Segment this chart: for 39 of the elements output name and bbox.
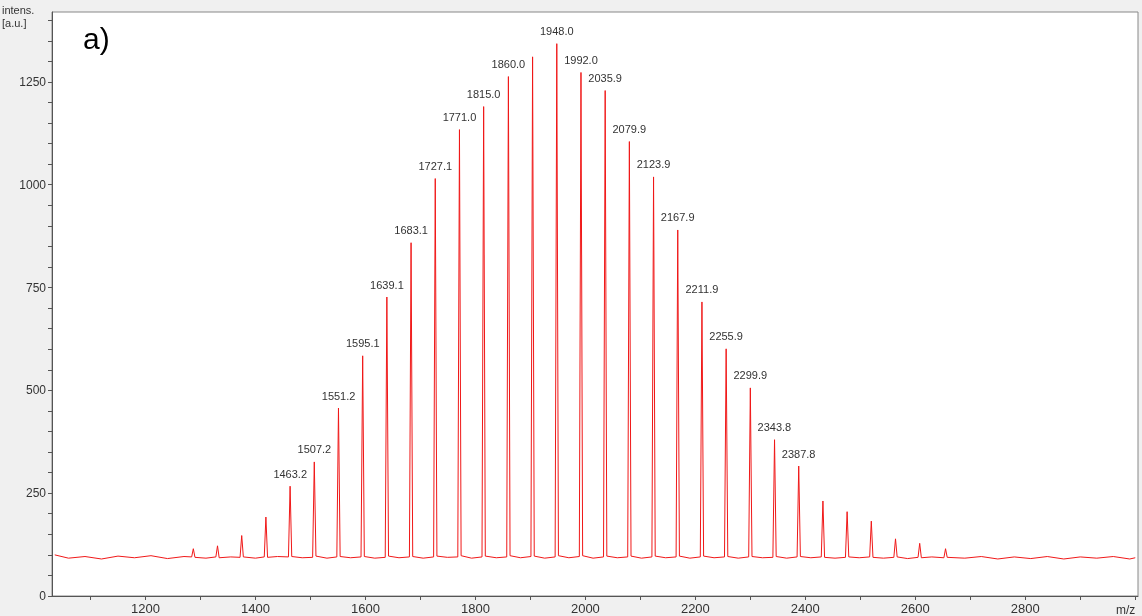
x-tick-label: 1400 [240, 601, 270, 616]
annotation: 1463.2 [273, 467, 308, 480]
annotation: 1507.2 [297, 443, 332, 456]
annotation: 2211.9 [685, 283, 719, 296]
annotation: 2299.9 [733, 369, 768, 382]
annotation: 1639.1 [370, 278, 404, 291]
y-tick-label: 1000 [19, 177, 47, 192]
annotation: 2343.8 [757, 421, 792, 434]
x-tick-label: 2400 [790, 601, 820, 616]
annotation: 2387.8 [781, 447, 816, 460]
annotation: 1683.1 [394, 224, 428, 237]
chart-title: a) [83, 21, 110, 55]
annotation: 1815.0 [466, 88, 501, 101]
x-tick-label: 2800 [1010, 601, 1040, 616]
y-tick-label: 250 [25, 486, 47, 501]
y-tick-label: 1250 [19, 74, 47, 89]
annotation: 2167.9 [660, 211, 695, 224]
x-tick-label: 2000 [570, 601, 600, 616]
annotation: 1551.2 [321, 389, 356, 402]
annotation: 1595.1 [345, 337, 380, 350]
annotation: 1948.0 [539, 25, 574, 38]
y-tick-label: 0 [39, 589, 47, 603]
y-tick-label: 500 [25, 383, 47, 398]
annotation: 2035.9 [588, 72, 622, 85]
x-tick-label: 1600 [350, 601, 380, 616]
x-tick-label: 1200 [131, 601, 160, 616]
annotation: 1727.1 [418, 160, 453, 173]
annotation: 2079.9 [612, 123, 647, 136]
annotation: 1771.0 [442, 111, 477, 124]
annotation: 2123.9 [636, 158, 671, 171]
x-tick-label: 2200 [680, 601, 710, 616]
annotation: 2255.9 [709, 330, 743, 343]
annotation: 1992.0 [564, 53, 598, 66]
x-tick-label: 1800 [460, 601, 490, 616]
annotation: 1860.0 [491, 58, 526, 71]
x-tick-label: 2600 [900, 601, 930, 616]
y-tick-label: 750 [25, 280, 47, 295]
x-axis-title: m/z [1116, 603, 1136, 616]
y-axis-title: intens. [a.u.] [2, 3, 38, 29]
